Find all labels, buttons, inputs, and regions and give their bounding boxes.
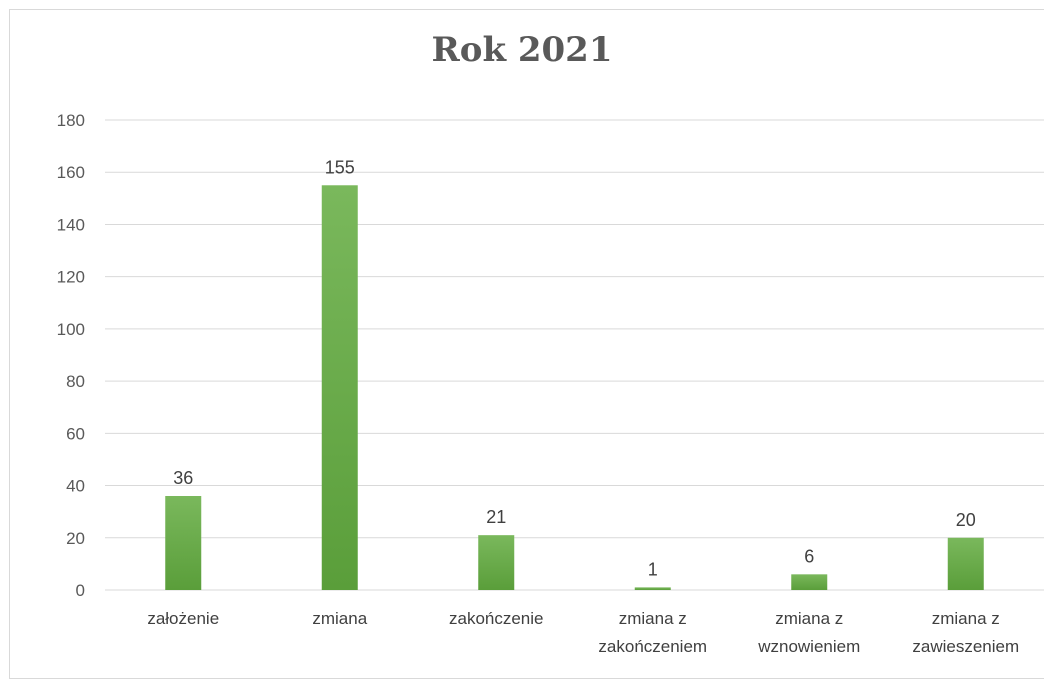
chart-title: Rok 2021	[431, 30, 613, 70]
data-label: 6	[804, 546, 814, 566]
x-tick-label: zmiana z	[619, 609, 687, 628]
x-tick-label: zakończeniem	[598, 637, 707, 656]
x-tick-label: wznowieniem	[757, 637, 860, 656]
data-label: 36	[173, 468, 193, 488]
y-tick-label: 60	[66, 424, 85, 443]
bar	[165, 496, 202, 590]
y-tick-label: 160	[57, 163, 85, 182]
data-label: 155	[325, 157, 355, 177]
y-tick-label: 80	[66, 372, 85, 391]
bar	[478, 535, 515, 590]
bar	[791, 574, 828, 590]
data-label: 20	[956, 510, 976, 530]
bar	[634, 587, 671, 590]
x-axis: założenie zmiana zakończenie zmiana z zakońc…	[147, 609, 1019, 656]
bar-chart: 0 20 40 60 80 100 120 140 160 180 36 155 21 1 6 20 zał…	[57, 111, 1044, 656]
bar	[947, 537, 984, 590]
bars: 36 155 21 1 6 20	[165, 157, 984, 590]
bar	[321, 185, 358, 590]
y-tick-label: 120	[57, 268, 85, 287]
x-tick-label: zmiana	[312, 609, 367, 628]
x-tick-label: zakończenie	[449, 609, 544, 628]
grid-lines	[105, 119, 1044, 591]
y-tick-label: 140	[57, 215, 85, 234]
y-tick-label: 0	[76, 581, 85, 600]
y-axis: 0 20 40 60 80 100 120 140 160 180	[57, 111, 85, 600]
data-label: 1	[648, 559, 658, 579]
x-tick-label: zawieszeniem	[912, 637, 1019, 656]
y-tick-label: 180	[57, 111, 85, 130]
x-tick-label: zmiana z	[775, 609, 843, 628]
x-tick-label: zmiana z	[932, 609, 1000, 628]
y-tick-label: 20	[66, 529, 85, 548]
y-tick-label: 40	[66, 477, 85, 496]
data-label: 21	[486, 507, 506, 527]
x-tick-label: założenie	[147, 609, 219, 628]
y-tick-label: 100	[57, 320, 85, 339]
